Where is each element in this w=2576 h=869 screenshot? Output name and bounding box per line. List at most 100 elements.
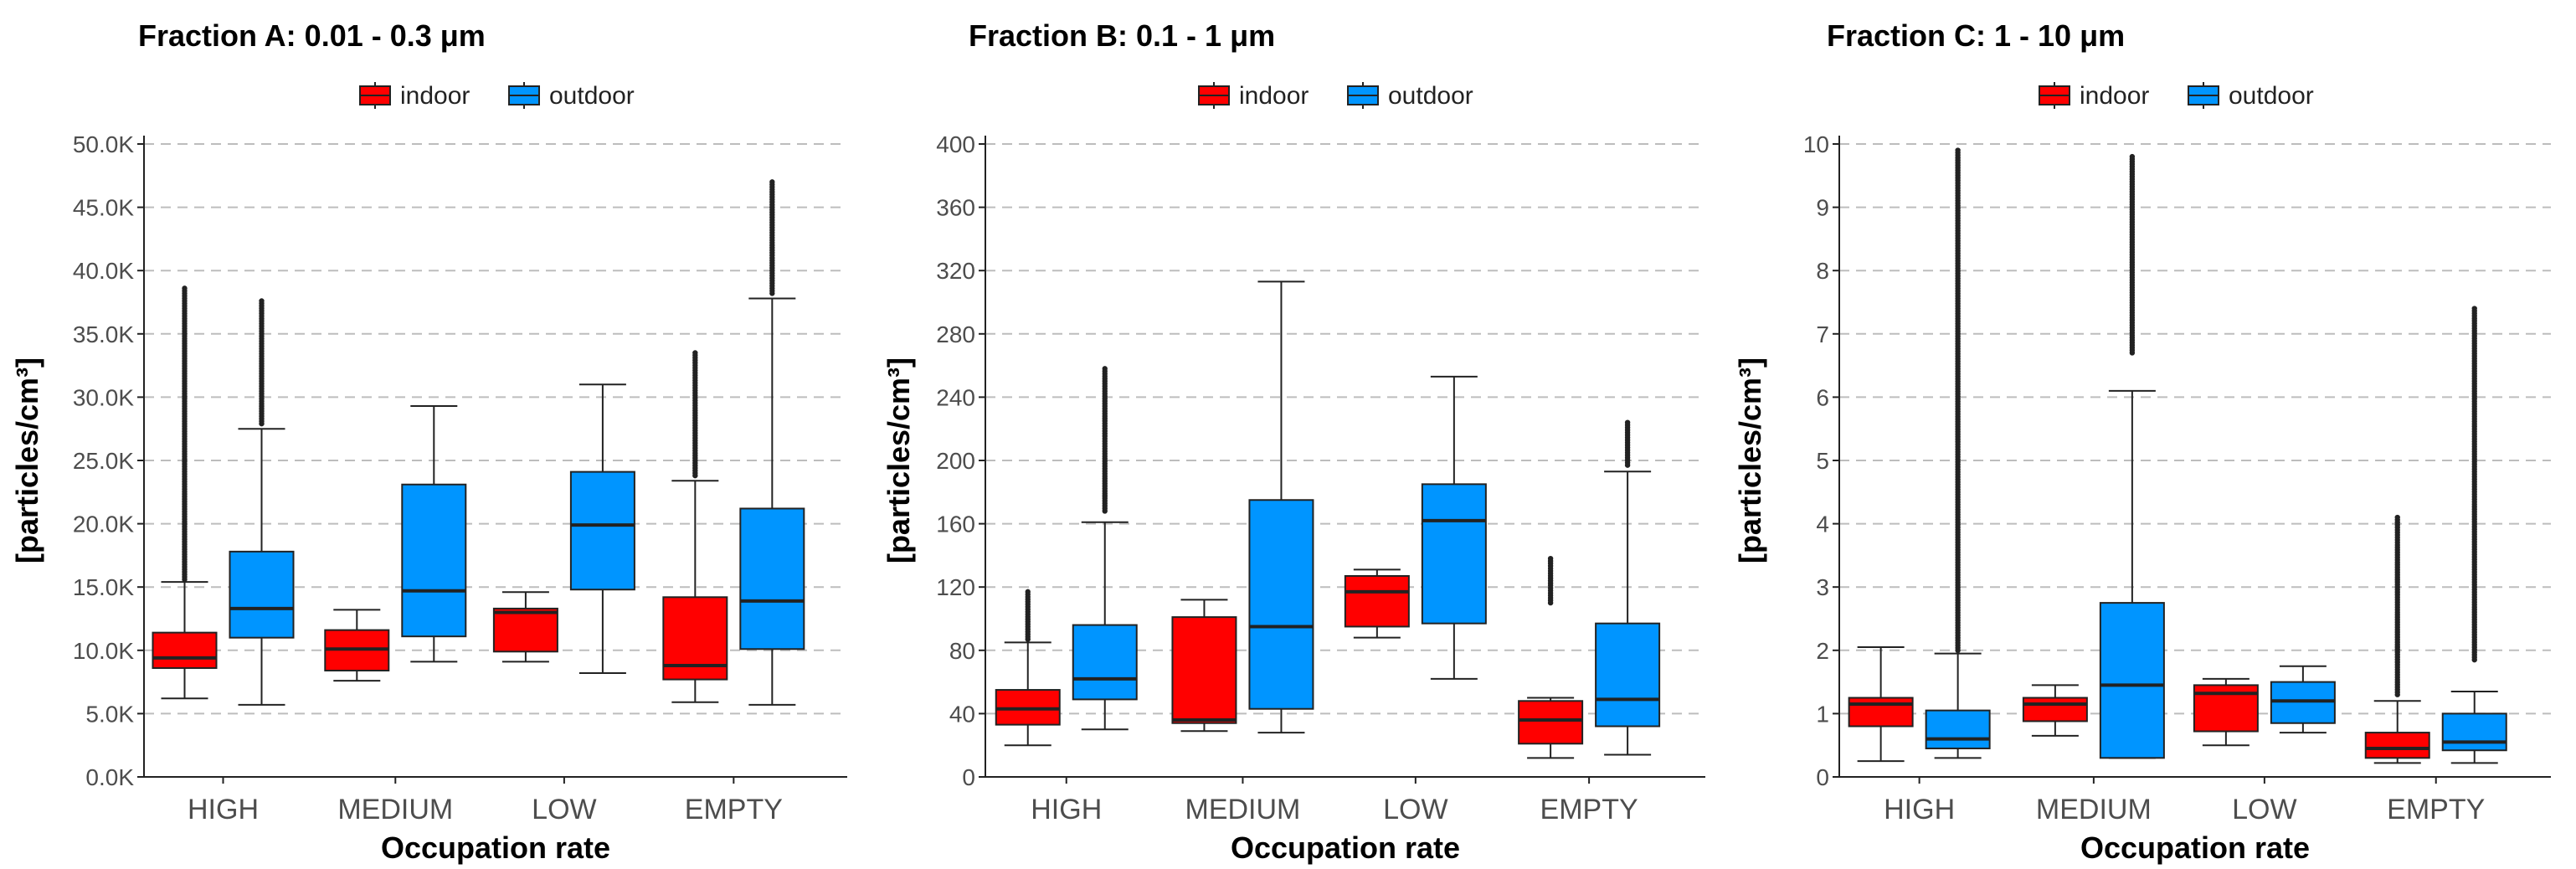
y-tick-label: 45.0K: [73, 195, 134, 221]
box-outdoor-low: [2270, 665, 2336, 734]
box-iqr: [1848, 697, 1914, 728]
y-tick-label: 20.0K: [73, 512, 134, 537]
y-tick-label: 2: [1816, 638, 1829, 664]
box-outdoor-high: [229, 298, 295, 706]
box-iqr: [569, 470, 635, 591]
legend-label-outdoor: outdoor: [1388, 82, 1473, 110]
box-indoor-high: [995, 589, 1061, 747]
box-outdoor-empty: [2441, 306, 2507, 764]
y-tick-label: 160: [936, 512, 975, 537]
outlier-point: [2129, 153, 2136, 160]
x-tick-label-low: LOW: [1383, 794, 1447, 825]
y-tick-label: 320: [936, 258, 975, 284]
y-tick-label: 7: [1816, 321, 1829, 347]
box-iqr: [229, 550, 295, 639]
chart-title: Fraction C: 1 - 10 μm: [1827, 18, 2125, 53]
y-tick-label: 30.0K: [73, 384, 134, 410]
box-outdoor-empty: [739, 179, 805, 706]
x-tick-label-high: HIGH: [1884, 794, 1955, 825]
legend-item-outdoor: outdoor: [2188, 82, 2314, 110]
outlier-point: [1624, 419, 1631, 425]
y-tick-label: 15.0K: [73, 574, 134, 600]
y-tick-label: 10: [1803, 131, 1829, 157]
box-iqr: [1595, 622, 1661, 728]
box-outdoor-medium: [1248, 280, 1314, 734]
y-tick-label: 1: [1816, 701, 1829, 727]
y-tick-label: 5.0K: [85, 701, 134, 727]
box-outdoor-low: [569, 383, 635, 675]
legend-item-indoor: indoor: [2039, 82, 2149, 110]
box-indoor-medium: [1171, 599, 1237, 733]
y-tick-label: 3: [1816, 574, 1829, 600]
y-tick-label: 80: [949, 638, 975, 664]
x-tick-label-medium: MEDIUM: [2036, 794, 2152, 825]
outlier-point: [259, 298, 265, 304]
x-tick-label-low: LOW: [2232, 794, 2296, 825]
box-iqr: [1248, 499, 1314, 710]
x-tick-label-high: HIGH: [1031, 794, 1102, 825]
box-outdoor-empty: [1595, 419, 1661, 756]
x-tick-label-medium: MEDIUM: [1185, 794, 1301, 825]
y-tick-label: 4: [1816, 512, 1829, 537]
y-tick-label: 40: [949, 701, 975, 727]
box-iqr: [1344, 574, 1410, 628]
y-tick-label: 400: [936, 131, 975, 157]
legend-label-outdoor: outdoor: [2229, 82, 2314, 110]
box-iqr: [401, 483, 467, 638]
box-indoor-empty: [662, 350, 728, 703]
box-outdoor-high: [1925, 147, 1991, 759]
x-tick-label-medium: MEDIUM: [337, 794, 453, 825]
outlier-point: [692, 350, 698, 356]
y-tick-label: 35.0K: [73, 321, 134, 347]
y-tick-label: 360: [936, 195, 975, 221]
legend-item-outdoor: outdoor: [508, 82, 635, 110]
y-tick-label: 240: [936, 384, 975, 410]
x-tick-label-low: LOW: [532, 794, 596, 825]
box-iqr: [2099, 602, 2165, 759]
y-tick-label: 10.0K: [73, 638, 134, 664]
y-tick-label: 25.0K: [73, 448, 134, 474]
chart-panel-2: Fraction B: 0.1 - 1 μm indoor outdoor 0 40 80…: [882, 18, 1705, 865]
box-indoor-medium: [2022, 684, 2088, 737]
box-iqr: [1072, 624, 1138, 701]
x-tick-label-empty: EMPTY: [1540, 794, 1638, 825]
box-iqr: [152, 631, 218, 669]
box-indoor-high: [1848, 646, 1914, 763]
y-tick-label: 8: [1816, 258, 1829, 284]
box-indoor-low: [1344, 568, 1410, 639]
chart-panel-1: Fraction A: 0.01 - 0.3 μm indoor outdoor 0.…: [10, 18, 847, 865]
y-tick-label: 280: [936, 321, 975, 347]
chart-title: Fraction B: 0.1 - 1 μm: [969, 18, 1275, 53]
y-tick-label: 50.0K: [73, 131, 134, 157]
box-outdoor-low: [1421, 375, 1487, 680]
y-tick-label: 6: [1816, 384, 1829, 410]
box-iqr: [739, 507, 805, 650]
outlier-point: [2471, 306, 2477, 311]
outlier-point: [1025, 589, 1031, 595]
y-tick-label: 40.0K: [73, 258, 134, 284]
y-tick-label: 9: [1816, 195, 1829, 221]
y-tick-label: 120: [936, 574, 975, 600]
box-indoor-empty: [1518, 555, 1584, 759]
y-axis-title: [particles/cm³]: [1733, 357, 1767, 563]
outlier-point: [182, 285, 188, 291]
x-tick-label-empty: EMPTY: [685, 794, 783, 825]
box-indoor-high: [152, 285, 218, 700]
y-tick-label: 0: [1816, 764, 1829, 790]
y-axis-title: [particles/cm³]: [10, 357, 44, 563]
box-iqr: [2441, 712, 2507, 752]
y-tick-label: 0: [962, 764, 975, 790]
chart-panel-3: Fraction C: 1 - 10 μm indoor outdoor 0 1 2 3 4 5…: [1733, 18, 2551, 865]
box-iqr: [1925, 709, 1991, 749]
box-iqr: [2364, 732, 2430, 759]
box-iqr: [1518, 700, 1584, 745]
x-tick-label-high: HIGH: [188, 794, 259, 825]
box-iqr: [492, 607, 558, 653]
legend-label-indoor: indoor: [400, 82, 470, 110]
box-indoor-empty: [2364, 514, 2430, 764]
outlier-point: [2394, 514, 2400, 521]
y-tick-label: 0.0K: [85, 764, 134, 790]
outlier-point: [1102, 366, 1108, 372]
outlier-point: [1547, 555, 1554, 562]
